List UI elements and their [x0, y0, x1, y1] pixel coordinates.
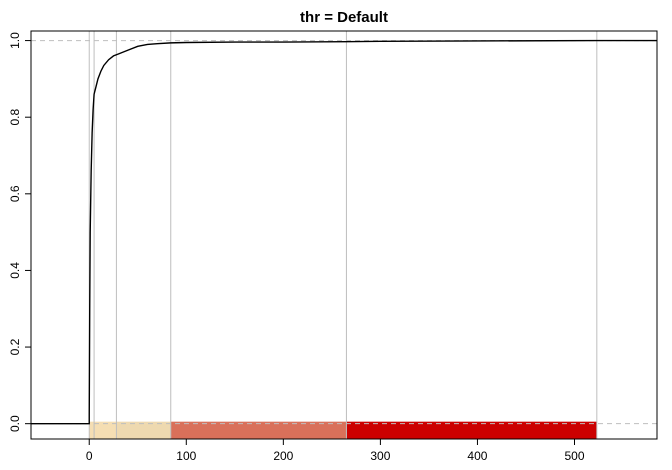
series-layer: [31, 39, 657, 425]
x-tick-label-5: 500: [564, 449, 584, 463]
threshold-lines: [88, 31, 598, 439]
band-2: [170, 421, 347, 439]
x-tick-label-3: 300: [370, 449, 390, 463]
reference-lines: [31, 40, 657, 425]
plot-frame: [30, 30, 658, 440]
band-0: [89, 421, 117, 439]
y-axis: 0.0 0.2 0.4 0.6 0.8 1.0: [8, 32, 31, 432]
y-tick-label-4: 0.8: [8, 109, 22, 126]
chart-title: thr = Default: [300, 9, 388, 26]
series-line-0: [31, 39, 657, 425]
y-tick-label-3: 0.6: [8, 185, 22, 202]
y-tick-label-1: 0.2: [8, 338, 22, 355]
color-bands: [89, 421, 597, 439]
x-tick-label-2: 200: [273, 449, 293, 463]
x-tick-label-0: 0: [86, 449, 93, 463]
y-tick-label-0: 0.0: [8, 415, 22, 432]
y-tick-label-5: 1.0: [8, 32, 22, 49]
x-axis: 0 100 200 300 400 500: [86, 439, 585, 463]
x-tick-label-4: 400: [467, 449, 487, 463]
y-tick-label-2: 0.4: [8, 262, 22, 279]
x-tick-label-1: 100: [176, 449, 196, 463]
band-3: [346, 421, 597, 439]
band-1: [116, 421, 171, 439]
